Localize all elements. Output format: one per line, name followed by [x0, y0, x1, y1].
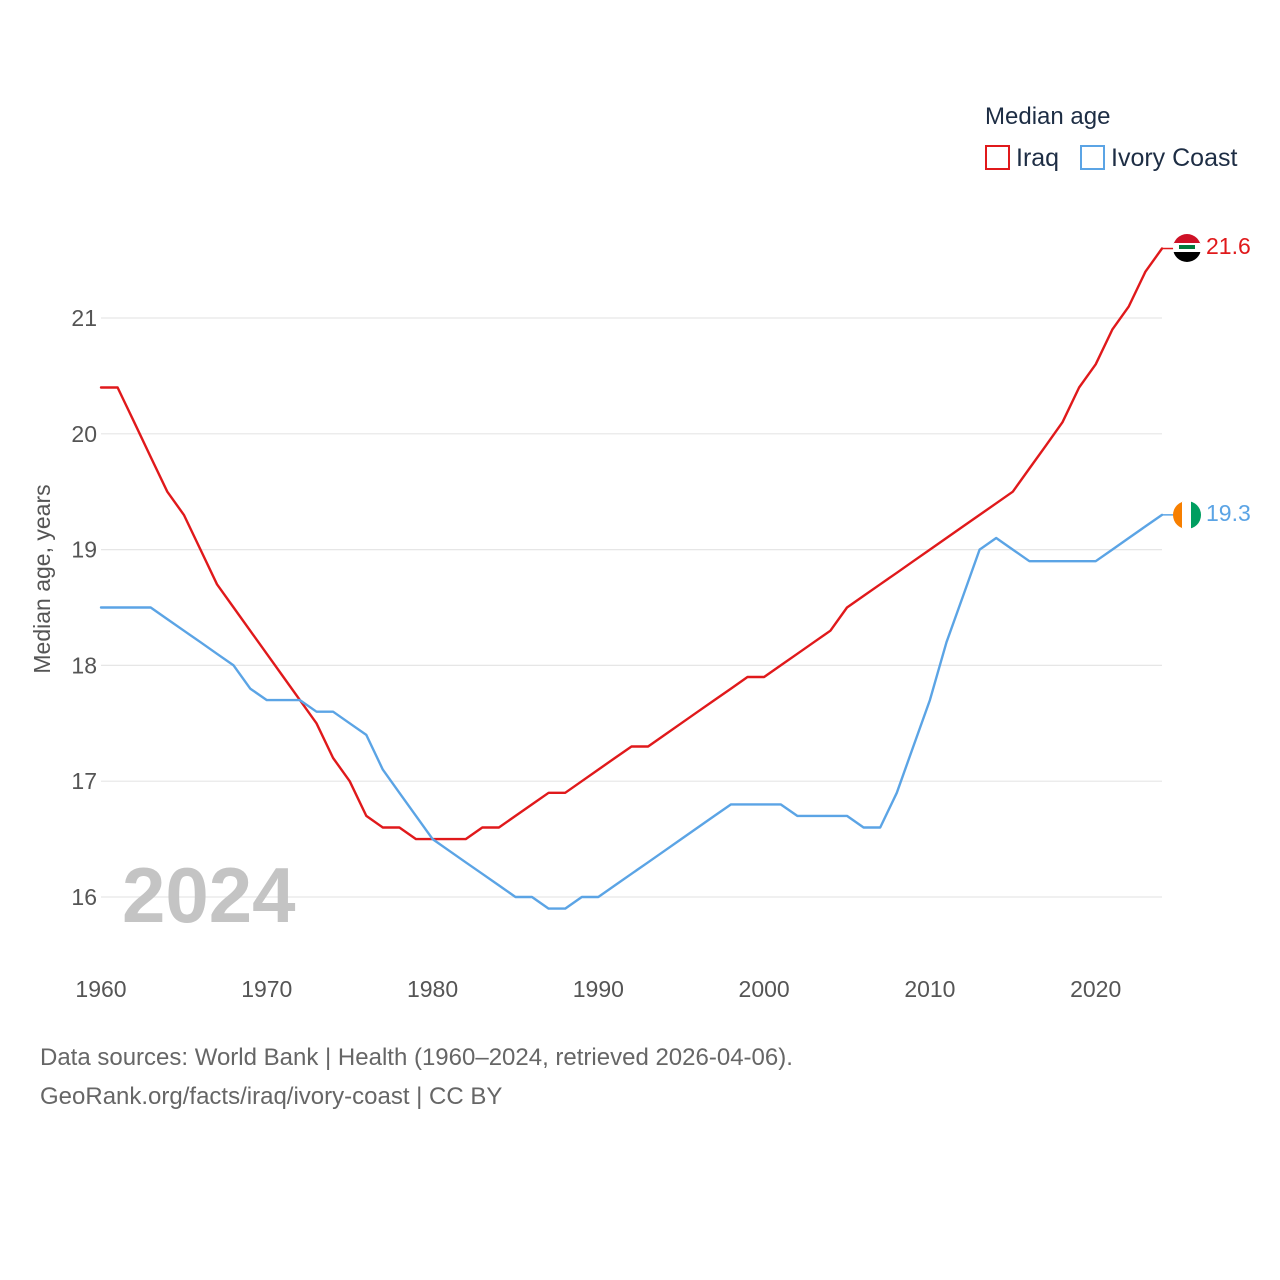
year-watermark: 2024 [122, 851, 296, 939]
y-axis: 16 17 18 19 20 21 [71, 305, 97, 910]
series-layer [99, 247, 1174, 910]
x-tick-label: 1980 [407, 976, 458, 1002]
end-label-iraq: 21.6 [1206, 233, 1251, 259]
legend-swatch-iraq [985, 145, 1010, 170]
data-sources-note: Data sources: World Bank | Health (1960–… [40, 1044, 793, 1071]
x-axis: 1960 1970 1980 1990 2000 2010 2020 [75, 976, 1121, 1002]
series-line-ivory-coast[interactable] [99, 513, 1164, 910]
legend-label-iraq: Iraq [1016, 144, 1059, 172]
y-axis-title: Median age, years [29, 484, 55, 673]
y-tick-label: 21 [71, 305, 97, 331]
end-label-ivory-coast: 19.3 [1206, 500, 1251, 526]
legend-item-iraq[interactable]: Iraq [985, 144, 1059, 172]
y-tick-label: 18 [71, 652, 97, 678]
x-tick-label: 1960 [75, 976, 126, 1002]
legend-swatch-ivory-coast [1080, 145, 1105, 170]
legend-item-ivory-coast[interactable]: Ivory Coast [1080, 144, 1237, 172]
x-tick-label: 1970 [241, 976, 292, 1002]
grid-layer [101, 317, 1162, 898]
ivory-coast-flag-icon [1173, 501, 1201, 529]
y-tick-label: 19 [71, 537, 97, 563]
x-tick-label: 2000 [739, 976, 790, 1002]
legend-label-ivory-coast: Ivory Coast [1111, 144, 1237, 172]
legend[interactable]: Median age Iraq Ivory Coast [985, 103, 1237, 172]
credit-link[interactable]: GeoRank.org/facts/iraq/ivory-coast | CC … [40, 1083, 503, 1110]
x-tick-label: 1990 [573, 976, 624, 1002]
x-tick-label: 2010 [904, 976, 955, 1002]
y-tick-label: 20 [71, 421, 97, 447]
y-tick-label: 16 [71, 884, 97, 910]
iraq-flag-icon [1173, 234, 1201, 262]
series-line-iraq[interactable] [99, 247, 1164, 841]
y-tick-label: 17 [71, 768, 97, 794]
legend-title: Median age [985, 103, 1110, 130]
x-tick-label: 2020 [1070, 976, 1121, 1002]
